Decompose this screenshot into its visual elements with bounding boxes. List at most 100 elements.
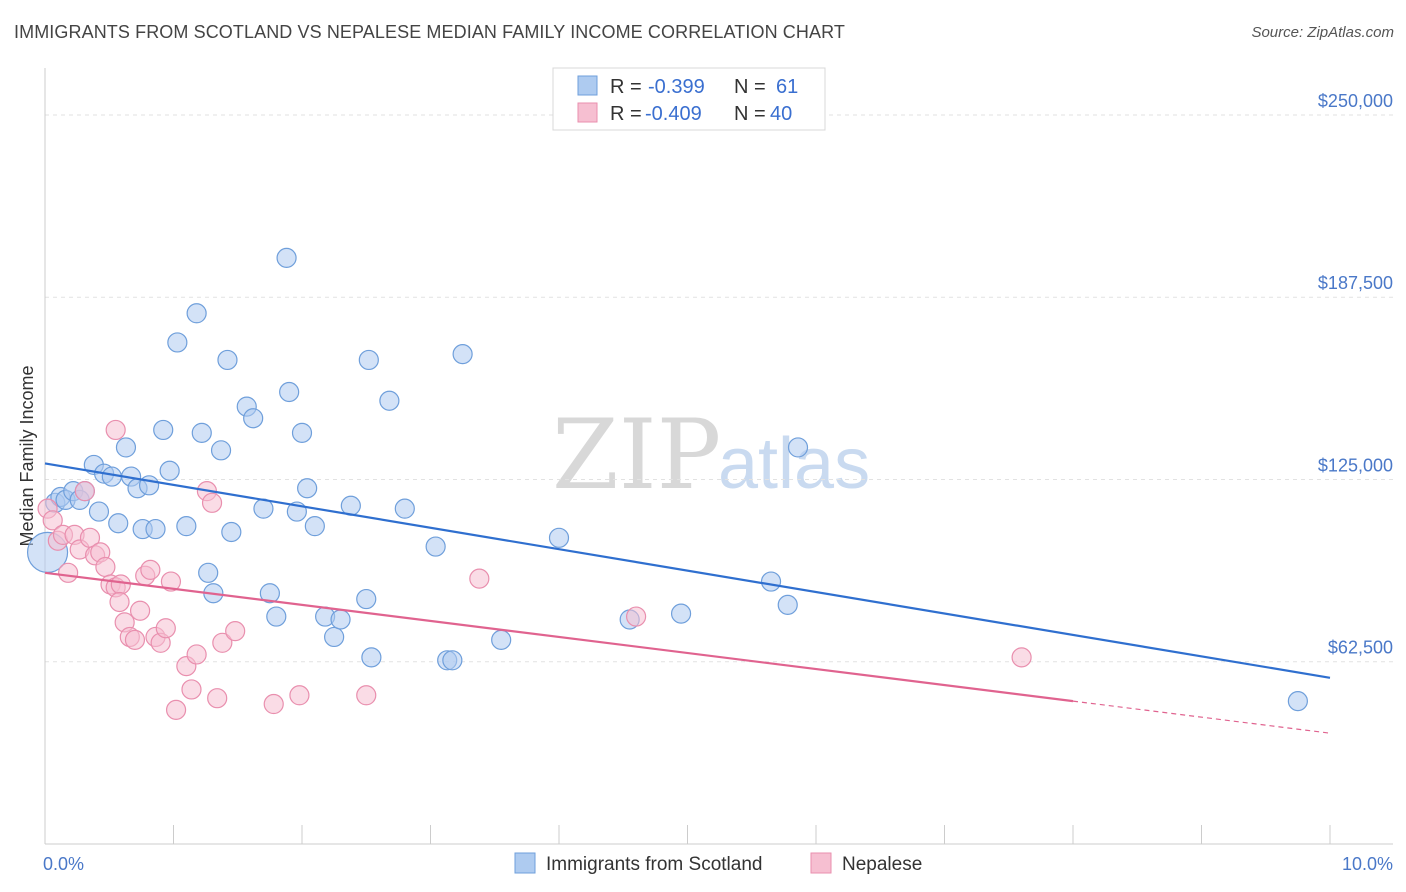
data-point [221, 521, 242, 543]
data-point [291, 422, 313, 443]
data-point [176, 516, 197, 537]
data-point [115, 437, 137, 458]
data-point [201, 492, 223, 513]
data-point [186, 303, 207, 324]
data-point [159, 460, 180, 481]
legend-swatch-nepalese [577, 102, 598, 123]
data-point [212, 632, 233, 653]
legend-r-value-nepalese: -0.409 [645, 103, 702, 125]
watermark-atlas: atlas [718, 424, 870, 504]
trend-lines [44, 462, 1331, 734]
series-nepalese [37, 419, 1032, 720]
x-tick-label-end: 10.0% [1342, 854, 1393, 874]
data-point [297, 478, 318, 499]
data-point [105, 419, 126, 441]
data-point [95, 556, 116, 578]
legend-n-label-scotland: N = [734, 76, 766, 98]
data-point [361, 647, 382, 668]
legend-r-label-scotland: R = [610, 76, 642, 98]
data-point [266, 606, 287, 627]
data-point [110, 574, 131, 595]
legend-n-value-nepalese: 40 [770, 103, 792, 125]
data-point [356, 588, 377, 610]
bottom-legend-swatch-scotland [514, 852, 536, 874]
x-ticks [173, 825, 1331, 844]
data-point [153, 419, 174, 441]
stats-legend-box [552, 67, 826, 131]
axes [44, 68, 1393, 845]
data-point [442, 650, 463, 671]
y-tick-label: $125,000 [1318, 455, 1393, 475]
data-point [324, 626, 345, 648]
data-point [263, 693, 284, 715]
data-point [88, 501, 110, 522]
data-point [279, 381, 300, 403]
data-point [289, 685, 310, 706]
legend-n-label-nepalese: N = [734, 103, 766, 125]
stats-legend: R = -0.399 N = 61 R = -0.409 N = 40 [552, 67, 826, 131]
data-point [356, 685, 377, 706]
data-point [129, 600, 151, 621]
data-point [160, 571, 182, 592]
data-point [186, 644, 207, 665]
grid-lines [45, 114, 1393, 663]
data-point [469, 568, 490, 589]
bottom-legend-label-scotland: Immigrants from Scotland [546, 854, 762, 875]
data-point [548, 527, 570, 548]
data-point [304, 516, 325, 537]
data-point [259, 583, 280, 604]
data-point [124, 629, 146, 650]
data-point [777, 594, 798, 615]
data-point [425, 536, 446, 557]
data-point [276, 247, 297, 268]
y-tick-label: $187,500 [1318, 273, 1393, 293]
legend-swatch-scotland [577, 75, 598, 96]
data-point [42, 510, 63, 531]
data-point [787, 437, 809, 458]
data-point [1011, 647, 1032, 668]
data-point [379, 390, 400, 411]
trend-line-nepalese-extension [1072, 700, 1331, 734]
data-point [330, 609, 351, 630]
data-point [491, 629, 512, 650]
x-tick-label-start: 0.0% [43, 854, 84, 874]
y-axis-label: Median Family Income [17, 365, 37, 546]
bottom-legend-swatch-nepalese [810, 852, 832, 874]
data-point [165, 699, 187, 720]
data-point [1287, 691, 1308, 712]
data-point [394, 498, 415, 519]
data-point [198, 562, 219, 583]
data-point [167, 332, 188, 353]
y-tick-labels: $62,500 $125,000 $187,500 $250,000 [1318, 91, 1393, 658]
series-legend: Immigrants from Scotland Nepalese [514, 852, 922, 875]
data-point [145, 518, 166, 540]
data-point [58, 562, 79, 583]
legend-r-label-nepalese: R = [610, 103, 642, 125]
data-point [760, 571, 782, 592]
data-point [670, 603, 692, 624]
data-point [181, 679, 202, 700]
data-point [207, 688, 228, 709]
chart-title: IMMIGRANTS FROM SCOTLAND VS NEPALESE MED… [14, 22, 845, 42]
bottom-legend-label-nepalese: Nepalese [842, 854, 922, 875]
data-point [155, 618, 176, 639]
data-point [140, 559, 161, 580]
data-point [358, 349, 379, 371]
legend-r-value-scotland: -0.399 [648, 76, 705, 98]
data-point [108, 513, 129, 534]
legend-n-value-scotland: 61 [776, 76, 798, 98]
source-label: Source: ZipAtlas.com [1251, 24, 1394, 41]
trend-line-scotland [44, 462, 1331, 679]
data-point [243, 408, 264, 429]
data-point [191, 422, 212, 443]
watermark-zip: ZIP [552, 399, 721, 511]
data-point [74, 481, 95, 502]
data-point [225, 621, 246, 642]
y-tick-label: $62,500 [1328, 638, 1393, 658]
trend-line-nepalese [44, 571, 1074, 703]
y-tick-label: $250,000 [1318, 91, 1393, 111]
data-point [625, 606, 647, 627]
data-point [109, 591, 130, 613]
data-point [452, 344, 473, 365]
